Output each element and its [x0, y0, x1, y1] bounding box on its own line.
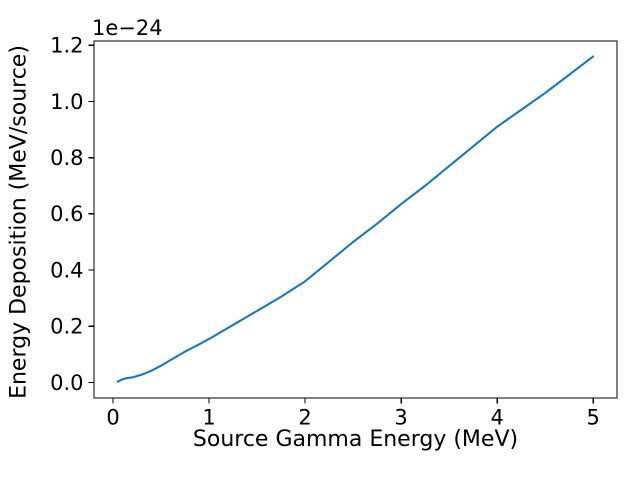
data-series — [116, 55, 595, 383]
y-tick-label: 0.2 — [50, 315, 83, 339]
x-tick-label: 1 — [202, 406, 215, 430]
x-tick-label: 5 — [586, 406, 599, 430]
plot-area — [93, 40, 618, 399]
y-tick-label: 1.0 — [50, 90, 83, 114]
y-axis-label: Energy Deposition (MeV/source) — [6, 45, 32, 399]
y-tick-label: 1.2 — [50, 34, 83, 58]
x-axis-label: Source Gamma Energy (MeV) — [192, 427, 519, 452]
x-tick-label: 3 — [394, 406, 407, 430]
axis-tick-labels: 0 1 2 3 4 5 0.0 0.2 0.4 0.6 0.8 1.0 1.2 — [50, 34, 600, 430]
energy-deposition-line — [116, 55, 595, 383]
y-tick-label: 0.6 — [50, 202, 83, 226]
y-axis-offset-text: 1e−24 — [92, 16, 163, 40]
x-tick-label: 0 — [106, 406, 119, 430]
y-tick-label: 0.4 — [50, 258, 83, 282]
y-tick-label: 0.0 — [50, 371, 83, 395]
axis-ticks — [88, 44, 594, 404]
x-tick-label: 4 — [490, 406, 503, 430]
y-tick-label: 0.8 — [50, 146, 83, 170]
x-tick-label: 2 — [298, 406, 311, 430]
